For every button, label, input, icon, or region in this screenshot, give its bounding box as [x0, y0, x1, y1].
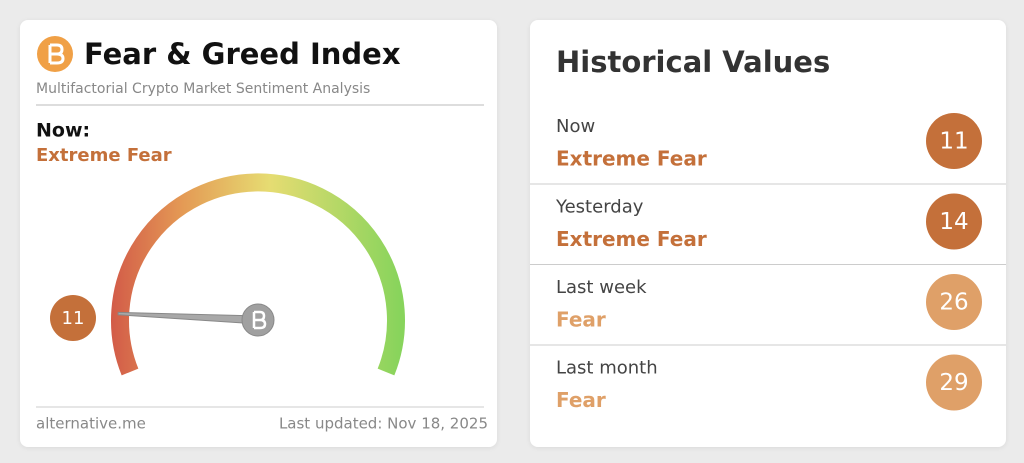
source: alternative.me: [36, 415, 146, 433]
value-badge: [926, 193, 982, 250]
history-label: Last month: [556, 358, 658, 379]
value-badge: [926, 274, 982, 330]
gauge-arc: [111, 173, 405, 376]
history-classification: Fear: [556, 388, 606, 412]
value-badge-text: 14: [939, 209, 968, 235]
history-classification: Extreme Fear: [556, 227, 707, 251]
value-badge: [50, 295, 96, 341]
value-badge-text: 26: [939, 290, 968, 316]
value-badge-text: 29: [939, 370, 968, 396]
gauge-card: [20, 20, 497, 447]
value-badge-text: 11: [939, 129, 968, 155]
history-classification: Extreme Fear: [556, 147, 707, 171]
history-label: Last week: [556, 277, 647, 298]
now-label: Now:: [36, 120, 90, 142]
subtitle: Multifactorial Crypto Market Sentiment A…: [36, 81, 370, 97]
history-label: Yesterday: [555, 197, 644, 218]
now-classification: Extreme Fear: [36, 145, 172, 166]
history-title: Historical Values: [556, 45, 830, 79]
history-label: Now: [556, 116, 595, 137]
history-card: [530, 20, 1006, 447]
last-updated: Last updated: Nov 18, 2025: [279, 415, 488, 433]
title: Fear & Greed Index: [84, 37, 401, 71]
hub-glyph: [252, 310, 267, 330]
bitcoin-glyph: [48, 43, 65, 65]
value-badge-text: 11: [62, 308, 85, 329]
history-classification: Fear: [556, 308, 606, 332]
value-badge: [926, 113, 982, 169]
value-badge: [926, 354, 982, 411]
history-list: Now Extreme Fear 11 Yesterday Extreme Fear 14…: [530, 113, 1006, 412]
gauge: 11: [50, 295, 275, 341]
